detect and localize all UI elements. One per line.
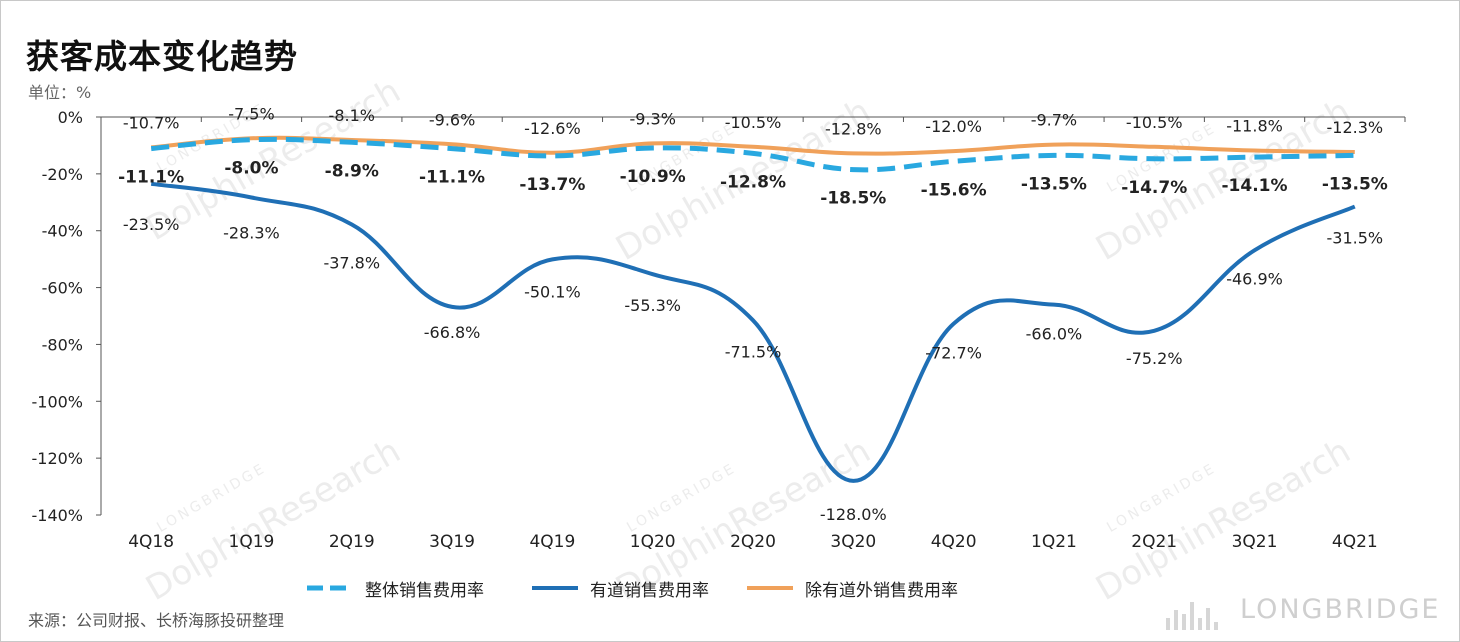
x-tick-label: 2Q21 xyxy=(1131,532,1177,552)
x-tick-label: 2Q19 xyxy=(329,532,375,552)
legend: 整体销售费用率 有道销售费用率 除有道外销售费用率 xyxy=(300,575,1000,601)
source-note: 来源：公司财报、长桥海豚投研整理 xyxy=(28,611,285,630)
data-label-overall: -12.8% xyxy=(720,172,786,192)
x-tick-label: 3Q20 xyxy=(830,532,876,552)
legend-label-excl: 除有道外销售费用率 xyxy=(805,580,958,601)
x-tick-label: 3Q21 xyxy=(1232,532,1278,552)
series-line-youdao xyxy=(150,181,1356,483)
chart-title: 获客成本变化趋势 xyxy=(26,37,298,76)
data-label-excl: -12.0% xyxy=(925,117,982,136)
legend-item-excl: 除有道外销售费用率 xyxy=(745,575,958,601)
y-tick-label: -20% xyxy=(42,165,83,184)
data-label-overall: -18.5% xyxy=(820,189,886,209)
x-tick-label: 4Q19 xyxy=(529,532,575,552)
legend-swatch-youdao xyxy=(532,586,578,590)
legend-label-overall: 整体销售费用率 xyxy=(365,580,484,601)
data-label-youdao: -128.0% xyxy=(820,505,887,524)
data-label-youdao: -72.7% xyxy=(925,344,982,363)
x-tick-label: 4Q18 xyxy=(128,532,174,552)
y-tick-label: -140% xyxy=(31,506,83,525)
unit-label: 单位：% xyxy=(28,83,92,102)
data-label-overall: -14.1% xyxy=(1222,176,1288,196)
brand-logo: LONGBRIDGE xyxy=(1162,586,1442,634)
y-tick-label: 0% xyxy=(58,108,83,127)
data-label-youdao: -50.1% xyxy=(524,282,581,301)
y-tick-label: -80% xyxy=(42,335,83,354)
y-tick-label: -100% xyxy=(31,392,83,411)
data-label-excl: -11.8% xyxy=(1226,117,1283,136)
x-tick-label: 2Q20 xyxy=(730,532,776,552)
legend-label-youdao: 有道销售费用率 xyxy=(590,580,709,601)
data-label-youdao: -75.2% xyxy=(1126,349,1183,368)
data-label-excl: -12.8% xyxy=(825,119,882,138)
data-label-excl: -8.1% xyxy=(329,106,375,125)
data-label-excl: -9.3% xyxy=(629,109,675,128)
y-tick-label: -120% xyxy=(31,449,83,468)
data-label-youdao: -23.5% xyxy=(123,215,180,234)
x-tick-label: 4Q21 xyxy=(1332,532,1378,552)
data-label-excl: -10.5% xyxy=(1126,113,1183,132)
series-line-overall xyxy=(150,136,1355,173)
data-label-youdao: -46.9% xyxy=(1226,269,1283,288)
data-label-youdao: -55.3% xyxy=(624,296,681,315)
data-label-overall: -10.9% xyxy=(620,167,686,187)
x-tick-label: 1Q21 xyxy=(1031,532,1077,552)
legend-swatch-overall xyxy=(307,585,353,591)
brand-bars-icon xyxy=(1166,602,1218,630)
data-label-overall: -15.6% xyxy=(921,180,987,200)
data-label-overall: -13.5% xyxy=(1021,174,1087,194)
brand-name: LONGBRIDGE xyxy=(1240,594,1441,625)
data-label-excl: -10.7% xyxy=(123,113,180,132)
x-tick-label: 1Q20 xyxy=(630,532,676,552)
legend-swatch-excl xyxy=(747,586,793,590)
y-tick-label: -40% xyxy=(42,222,83,241)
data-label-excl: -9.7% xyxy=(1031,111,1077,130)
data-label-overall: -11.1% xyxy=(419,168,485,188)
data-label-overall: -8.9% xyxy=(325,161,379,181)
data-label-excl: -9.6% xyxy=(429,110,475,129)
x-tick-label: 3Q19 xyxy=(429,532,475,552)
data-label-overall: -14.7% xyxy=(1121,178,1187,198)
data-label-excl: -7.5% xyxy=(228,104,274,123)
legend-item-overall: 整体销售费用率 xyxy=(305,575,484,601)
data-label-youdao: -31.5% xyxy=(1327,229,1384,248)
data-label-youdao: -28.3% xyxy=(223,223,280,242)
data-label-overall: -13.7% xyxy=(519,175,585,195)
data-label-overall: -11.1% xyxy=(118,168,184,188)
data-label-overall: -8.0% xyxy=(224,159,278,179)
data-label-youdao: -66.0% xyxy=(1026,325,1083,344)
x-tick-label: 4Q20 xyxy=(931,532,977,552)
data-label-youdao: -37.8% xyxy=(323,253,380,272)
data-label-excl: -12.3% xyxy=(1327,118,1384,137)
data-label-excl: -10.5% xyxy=(725,113,782,132)
x-tick-label: 1Q19 xyxy=(229,532,275,552)
data-label-youdao: -71.5% xyxy=(725,342,782,361)
data-label-excl: -12.6% xyxy=(524,119,581,138)
data-label-overall: -13.5% xyxy=(1322,174,1388,194)
y-tick-label: -60% xyxy=(42,279,83,298)
legend-item-youdao: 有道销售费用率 xyxy=(530,575,709,601)
data-label-youdao: -66.8% xyxy=(424,323,481,342)
